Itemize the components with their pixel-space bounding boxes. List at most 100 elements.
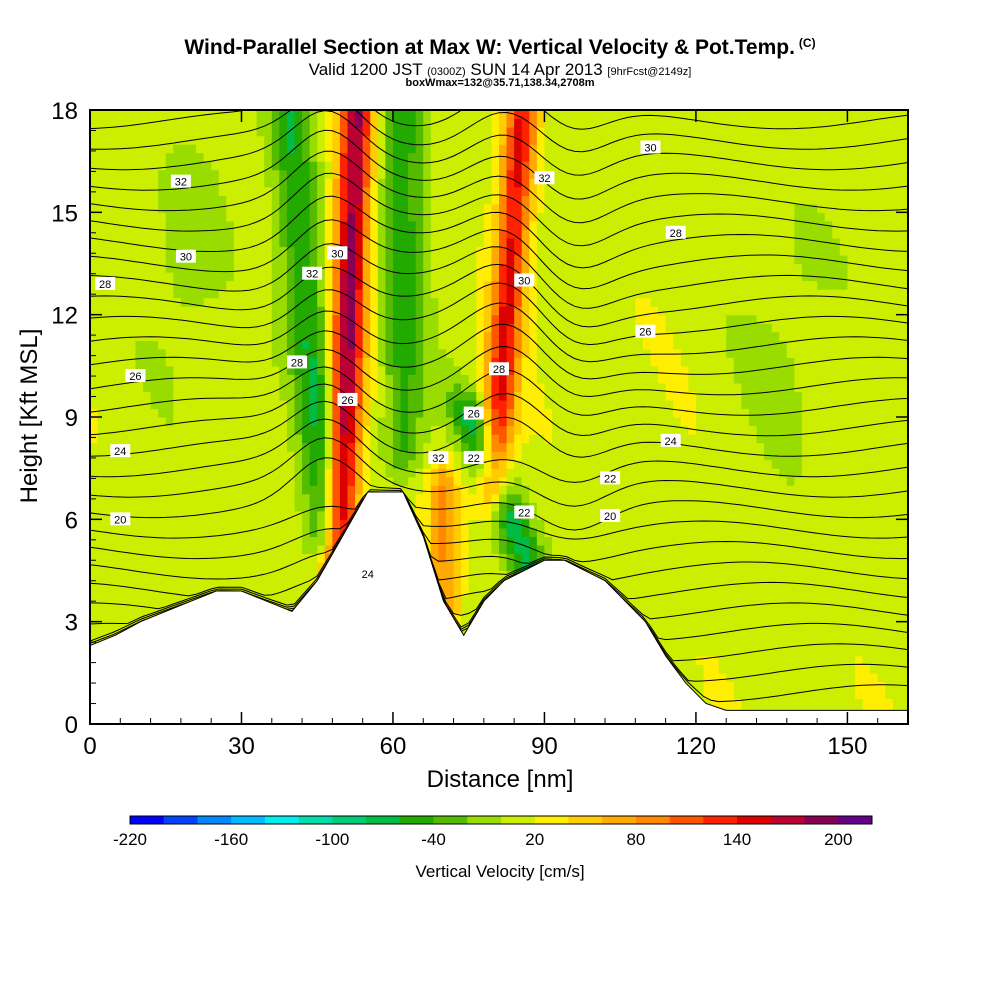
velocity-cell	[324, 289, 333, 299]
velocity-cell	[339, 110, 349, 120]
velocity-cell	[332, 527, 341, 537]
velocity-cell	[582, 485, 591, 495]
velocity-cell	[476, 399, 485, 410]
velocity-cell	[165, 570, 174, 580]
velocity-cell	[552, 553, 561, 563]
velocity-cell	[211, 306, 220, 316]
velocity-cell	[105, 365, 114, 375]
velocity-cell	[271, 527, 280, 537]
velocity-cell	[196, 391, 205, 401]
velocity-cell	[544, 510, 553, 520]
velocity-cell	[324, 417, 333, 427]
velocity-cell	[211, 297, 220, 307]
velocity-cell	[499, 476, 508, 486]
velocity-cell	[483, 195, 493, 205]
velocity-cell	[506, 399, 515, 410]
velocity-cell	[302, 152, 311, 162]
velocity-cell	[112, 374, 121, 384]
velocity-cell	[188, 493, 197, 503]
velocity-cell	[514, 340, 523, 350]
velocity-cell	[150, 476, 159, 486]
velocity-cell	[392, 459, 402, 469]
velocity-cell	[552, 442, 561, 452]
velocity-cell	[582, 536, 591, 546]
velocity-cell	[218, 510, 227, 520]
velocity-cell	[264, 289, 273, 299]
velocity-cell	[415, 272, 424, 282]
velocity-cell	[506, 220, 515, 230]
velocity-cell	[355, 110, 364, 120]
velocity-cell	[180, 152, 190, 162]
velocity-cell	[158, 485, 167, 495]
velocity-cell	[279, 169, 288, 179]
velocity-cell	[188, 519, 197, 529]
velocity-cell	[430, 135, 439, 145]
velocity-cell	[317, 485, 326, 495]
velocity-cell	[415, 476, 424, 486]
velocity-cell	[135, 357, 144, 367]
velocity-cell	[249, 544, 258, 555]
velocity-cell	[423, 152, 432, 162]
velocity-cell	[97, 272, 106, 282]
velocity-cell	[158, 502, 167, 512]
velocity-cell	[552, 118, 561, 128]
velocity-cell	[324, 527, 333, 537]
velocity-cell	[233, 186, 243, 196]
velocity-cell	[309, 169, 318, 179]
velocity-cell	[264, 237, 273, 248]
velocity-cell	[143, 493, 152, 503]
velocity-cell	[559, 493, 568, 503]
velocity-cell	[302, 289, 311, 299]
velocity-cell	[445, 519, 455, 529]
velocity-cell	[544, 280, 553, 290]
velocity-cell	[112, 212, 121, 222]
velocity-cell	[211, 178, 220, 188]
velocity-cell	[499, 527, 508, 537]
velocity-cell	[347, 306, 356, 316]
velocity-cell	[430, 144, 439, 154]
velocity-cell	[112, 382, 121, 393]
velocity-cell	[180, 306, 190, 316]
velocity-cell	[173, 382, 182, 393]
velocity-cell	[559, 152, 568, 162]
velocity-cell	[506, 280, 515, 290]
velocity-cell	[90, 297, 99, 307]
velocity-cell	[347, 152, 356, 162]
velocity-cell	[127, 118, 137, 128]
velocity-cell	[127, 527, 137, 537]
velocity-cell	[483, 152, 493, 162]
velocity-cell	[400, 195, 409, 205]
velocity-cell	[605, 374, 614, 384]
velocity-cell	[324, 365, 333, 375]
velocity-cell	[499, 451, 508, 461]
velocity-cell	[574, 118, 583, 128]
velocity-cell	[461, 263, 470, 273]
velocity-cell	[438, 178, 447, 188]
velocity-cell	[430, 186, 439, 196]
velocity-cell	[143, 289, 152, 299]
velocity-cell	[461, 331, 470, 341]
velocity-cell	[294, 169, 303, 179]
velocity-cell	[105, 493, 114, 503]
velocity-cell	[105, 246, 114, 256]
velocity-cell	[112, 544, 121, 555]
velocity-cell	[105, 212, 114, 222]
velocity-cell	[552, 502, 561, 512]
velocity-cell	[90, 254, 99, 265]
velocity-cell	[90, 118, 99, 128]
velocity-cell	[120, 135, 129, 145]
velocity-cell	[491, 272, 500, 282]
velocity-cell	[574, 161, 583, 171]
velocity-cell	[127, 579, 137, 589]
velocity-cell	[90, 544, 99, 555]
velocity-cell	[521, 186, 530, 196]
velocity-cell	[233, 161, 243, 171]
velocity-cell	[294, 289, 303, 299]
velocity-cell	[309, 135, 318, 145]
velocity-cell	[468, 357, 477, 367]
velocity-cell	[491, 246, 500, 256]
velocity-cell	[385, 442, 394, 452]
velocity-cell	[355, 152, 364, 162]
velocity-cell	[90, 263, 99, 273]
velocity-cell	[249, 118, 258, 128]
